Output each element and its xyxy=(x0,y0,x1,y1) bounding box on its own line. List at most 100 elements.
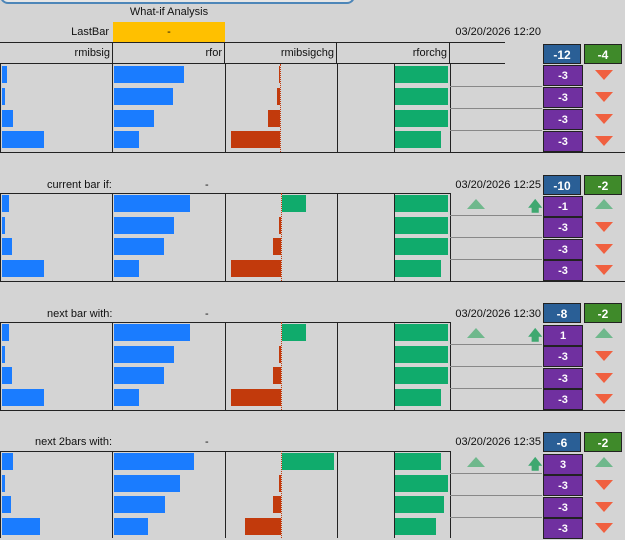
rmibsigchg-bar xyxy=(279,217,281,234)
triangle-down-icon xyxy=(595,265,613,275)
triangle-down-icon xyxy=(595,114,613,124)
rmibsig-bar xyxy=(2,367,12,384)
rmibsigchg-bar xyxy=(279,66,280,83)
sum-blue: -10 xyxy=(543,175,581,195)
triangle-down-icon xyxy=(595,222,613,232)
triangle-up-icon xyxy=(595,199,613,209)
rmibsig-bar xyxy=(2,518,40,535)
triangle-down-icon xyxy=(595,502,613,512)
triangle-down-icon xyxy=(595,244,613,254)
rforchg-bar xyxy=(394,367,448,384)
rfor-bar xyxy=(114,217,174,234)
rfor-bar xyxy=(114,238,164,255)
rforchg-bar xyxy=(394,453,441,470)
lastbar-label: LastBar xyxy=(71,26,109,38)
rforchg-bar xyxy=(394,346,448,363)
rmibsigchg-bar xyxy=(273,367,281,384)
rforchg-bar xyxy=(394,238,448,255)
block-date: 03/20/2026 12:25 xyxy=(455,179,541,191)
rfor-bar xyxy=(114,324,190,341)
header-date: 03/20/2026 12:20 xyxy=(455,26,541,38)
rfor-bar xyxy=(114,131,139,148)
block-value[interactable]: - xyxy=(205,436,209,448)
score-cell: 1 xyxy=(543,325,583,346)
rforchg-bar xyxy=(394,217,448,234)
rmibsig-bar xyxy=(2,496,11,513)
col-header-rfor: rfor xyxy=(113,43,225,63)
lastbar-value[interactable]: - xyxy=(113,22,225,42)
arrow-up-icon: 🡅 xyxy=(528,456,543,472)
rfor-bar xyxy=(114,66,184,83)
rforchg-bar xyxy=(394,496,444,513)
rmibsigchg-bar xyxy=(245,518,281,535)
rfor-bar xyxy=(114,496,165,513)
rmibsigchg-bar xyxy=(231,260,281,277)
triangle-up-icon xyxy=(467,457,485,467)
rmibsig-bar xyxy=(2,260,44,277)
triangle-down-icon xyxy=(595,70,613,80)
rmibsigchg-bar xyxy=(277,88,280,105)
rmibsig-bar xyxy=(2,453,13,470)
block-date: 03/20/2026 12:35 xyxy=(455,436,541,448)
rforchg-bar xyxy=(394,475,448,492)
rmibsigchg-bar xyxy=(282,195,306,212)
rforchg-bar xyxy=(394,110,448,127)
score-cell: -3 xyxy=(543,131,583,152)
score-cell: -3 xyxy=(543,368,583,389)
triangle-up-icon xyxy=(467,328,485,338)
block-label: next bar with: xyxy=(47,308,113,320)
rmibsig-bar xyxy=(2,195,9,212)
sum-green: -2 xyxy=(584,432,622,452)
sum-blue: -12 xyxy=(543,44,581,64)
score-cell: -3 xyxy=(543,87,583,108)
rmibsigchg-bar xyxy=(268,110,280,127)
sum-blue: -6 xyxy=(543,432,581,452)
triangle-down-icon xyxy=(595,92,613,102)
score-cell: -3 xyxy=(543,475,583,496)
triangle-down-icon xyxy=(595,136,613,146)
column-header-row: rmibsig rfor rmibsigchg rforchg xyxy=(0,42,505,64)
rmibsig-bar xyxy=(2,475,5,492)
score-cell: -3 xyxy=(543,217,583,238)
rmibsig-bar xyxy=(2,238,12,255)
score-cell: -3 xyxy=(543,109,583,130)
triangle-up-icon xyxy=(467,199,485,209)
score-cell: 3 xyxy=(543,454,583,475)
sum-blue: -8 xyxy=(543,303,581,323)
sum-green: -2 xyxy=(584,303,622,323)
analysis-button-frame[interactable] xyxy=(0,0,355,4)
rmibsig-bar xyxy=(2,66,7,83)
score-cell: -3 xyxy=(543,389,583,410)
rmibsig-bar xyxy=(2,131,44,148)
triangle-down-icon xyxy=(595,351,613,361)
rforchg-bar xyxy=(394,324,448,341)
triangle-down-icon xyxy=(595,523,613,533)
score-cell: -3 xyxy=(543,239,583,260)
rfor-bar xyxy=(114,88,173,105)
rmibsig-bar xyxy=(2,110,13,127)
rforchg-bar xyxy=(394,260,441,277)
rfor-bar xyxy=(114,260,139,277)
block-label: current bar if: xyxy=(47,179,112,191)
rmibsigchg-bar xyxy=(231,131,280,148)
rforchg-bar xyxy=(394,131,441,148)
rmibsig-bar xyxy=(2,389,44,406)
block-value[interactable]: - xyxy=(205,179,209,191)
rmibsigchg-bar xyxy=(273,238,281,255)
sum-green: -4 xyxy=(584,44,622,64)
triangle-down-icon xyxy=(595,480,613,490)
rfor-bar xyxy=(114,367,164,384)
score-cell: -3 xyxy=(543,518,583,539)
rmibsig-bar xyxy=(2,346,5,363)
rmibsig-bar xyxy=(2,324,9,341)
rmibsigchg-bar xyxy=(279,475,281,492)
rmibsig-bar xyxy=(2,217,5,234)
block-label: next 2bars with: xyxy=(35,436,113,448)
col-header-rforchg: rforchg xyxy=(337,43,450,63)
rforchg-bar xyxy=(394,88,448,105)
col-header-rmibsigchg: rmibsigchg xyxy=(225,43,337,63)
triangle-down-icon xyxy=(595,394,613,404)
rfor-bar xyxy=(114,518,148,535)
block-value[interactable]: - xyxy=(205,308,209,320)
triangle-up-icon xyxy=(595,328,613,338)
